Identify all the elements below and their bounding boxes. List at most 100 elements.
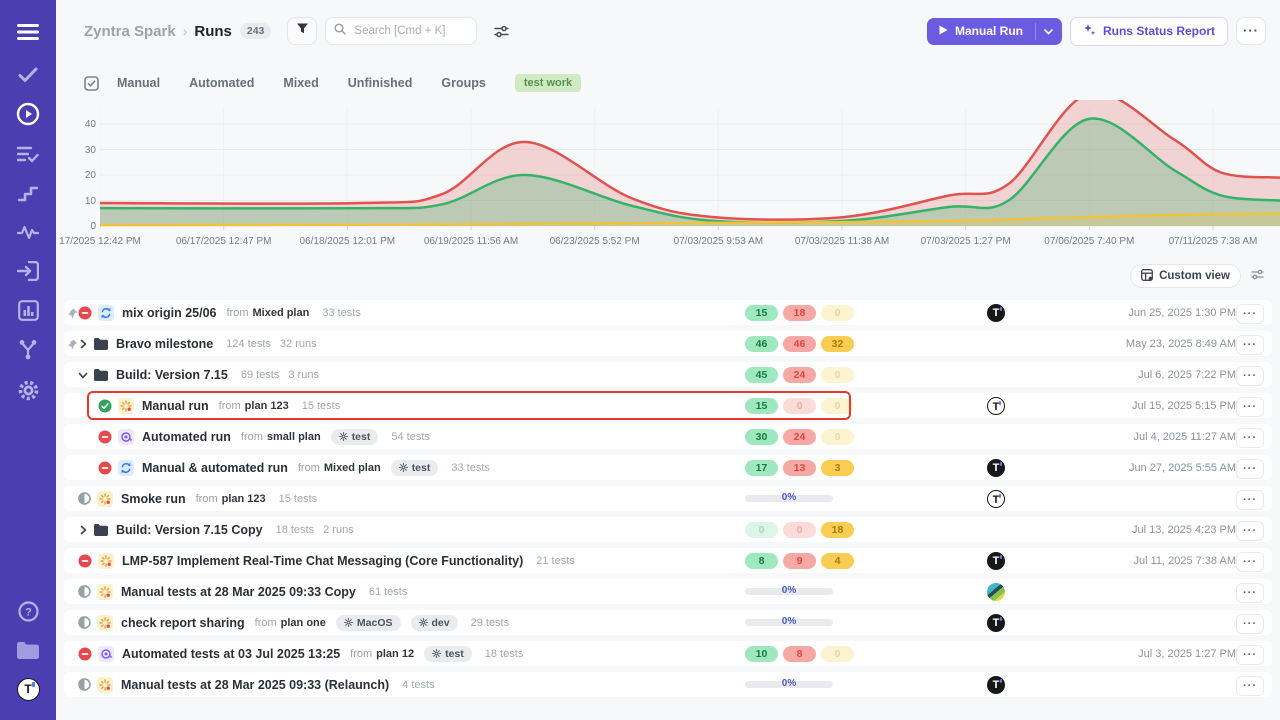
tag-test-work[interactable]: test work <box>514 74 582 92</box>
sidebar-item-reports-barchart-icon[interactable] <box>0 293 56 327</box>
status-progress-icon <box>78 492 91 505</box>
runs-board-icon[interactable] <box>84 75 99 91</box>
run-row-main: Manual tests at 28 Mar 2025 09:33 Copy 61… <box>64 579 407 604</box>
progress-bar: 0% <box>745 615 833 631</box>
run-row[interactable]: Manual tests at 28 Mar 2025 09:33 (Relau… <box>64 672 1272 697</box>
plan-name[interactable]: plan 123 <box>244 399 289 412</box>
row-more-button[interactable]: ··· <box>1236 303 1264 324</box>
sidebar-item-import-signin-icon[interactable] <box>0 254 56 288</box>
row-more-button[interactable]: ··· <box>1236 644 1264 665</box>
run-row[interactable]: Build: Version 7.15 69 tests 3 runs 45 24 0 Ju… <box>64 362 1272 387</box>
run-row[interactable]: check report sharing from plan one MacOS dev… <box>64 610 1272 635</box>
sidebar-item-test-plans-icon[interactable] <box>0 137 56 171</box>
row-more-button[interactable]: ··· <box>1236 520 1264 541</box>
sliders-icon[interactable] <box>489 19 513 43</box>
run-row-main: Build: Version 7.15 Copy 18 tests 2 runs <box>64 517 354 542</box>
row-more-button[interactable]: ··· <box>1236 551 1264 572</box>
row-more-button[interactable]: ··· <box>1236 365 1264 386</box>
tab-groups[interactable]: Groups <box>441 76 486 90</box>
run-name[interactable]: Automated tests at 03 Jul 2025 13:25 <box>122 646 341 661</box>
run-row[interactable]: LMP-587 Implement Real-Time Chat Messagi… <box>64 548 1272 573</box>
x-tick-label: 06/18/2025 12:01 PM <box>299 236 396 247</box>
row-more-button[interactable]: ··· <box>1236 489 1264 510</box>
plan-name[interactable]: Mixed plan <box>323 461 381 474</box>
search-input[interactable] <box>352 24 467 38</box>
plan-name[interactable]: small plan <box>266 430 321 443</box>
run-row[interactable]: Manual run from plan 123 15 tests 15 0 0 T Jul 1… <box>64 390 1272 420</box>
projects-folder-icon[interactable] <box>0 633 56 667</box>
row-more-button[interactable]: ··· <box>1236 458 1264 479</box>
run-type-mixed-icon <box>118 459 134 476</box>
sidebar-item-settings-gear-icon[interactable] <box>0 373 56 407</box>
run-row[interactable]: Manual tests at 28 Mar 2025 09:33 Copy 61… <box>64 579 1272 604</box>
run-stats: 46 46 32 <box>745 331 854 356</box>
run-row[interactable]: Automated run from small plan test 54 tests 3… <box>64 424 1272 449</box>
runs-status-report-button[interactable]: Runs Status Report <box>1069 16 1228 46</box>
environment-badge: test <box>330 428 379 445</box>
sidebar-item-branch-icon[interactable] <box>0 332 56 366</box>
run-row[interactable]: Build: Version 7.15 Copy 18 tests 2 runs 0 0… <box>64 517 1272 542</box>
help-icon[interactable]: ? <box>0 594 56 628</box>
runs-trend-chart <box>100 100 1280 230</box>
run-name[interactable]: Build: Version 7.15 <box>116 367 228 382</box>
manual-run-dropdown[interactable] <box>1036 18 1062 45</box>
tab-mixed[interactable]: Mixed <box>283 76 319 90</box>
run-name[interactable]: Manual & automated run <box>142 460 288 475</box>
row-more-button[interactable]: ··· <box>1236 334 1264 355</box>
run-row[interactable]: Bravo milestone 124 tests 32 runs 46 46 32 May… <box>64 331 1272 356</box>
run-name[interactable]: Automated run <box>142 429 231 444</box>
run-row[interactable]: mix origin 25/06 from Mixed plan 33 tests 15… <box>64 300 1272 325</box>
custom-view-button[interactable]: Custom view <box>1130 264 1241 288</box>
run-name[interactable]: mix origin 25/06 <box>122 305 217 320</box>
chevron-down-icon[interactable] <box>78 370 88 380</box>
run-stats: 30 24 0 <box>745 424 854 449</box>
run-row[interactable]: Manual & automated run from Mixed plan test… <box>64 455 1272 480</box>
row-more-button[interactable]: ··· <box>1236 613 1264 634</box>
assignee-avatar: T <box>987 458 1005 477</box>
sidebar-item-tests-check-icon[interactable] <box>0 58 56 92</box>
stat-badge-green: 15 <box>745 397 778 414</box>
row-more-button[interactable]: ··· <box>1236 427 1264 448</box>
run-row[interactable]: Smoke run from plan 123 15 tests 0% T ··· <box>64 486 1272 511</box>
manual-run-split-button[interactable]: Manual Run <box>926 17 1062 45</box>
row-more-button[interactable]: ··· <box>1236 675 1264 696</box>
run-name[interactable]: check report sharing <box>121 615 245 630</box>
run-name[interactable]: Manual tests at 28 Mar 2025 09:33 (Relau… <box>121 677 390 692</box>
tab-automated[interactable]: Automated <box>189 76 255 90</box>
run-row-main: check report sharing from plan one MacOS dev… <box>64 610 509 635</box>
manual-run-button[interactable]: Manual Run <box>927 18 1035 45</box>
breadcrumb-project[interactable]: Zyntra Spark <box>84 22 176 40</box>
x-tick-label: 06/23/2025 5:52 PM <box>549 236 640 247</box>
sidebar-item-runs-play-icon[interactable] <box>0 97 56 131</box>
chevron-right-icon[interactable] <box>78 339 88 349</box>
run-name[interactable]: Build: Version 7.15 Copy <box>116 522 263 537</box>
plan-name[interactable]: Mixed plan <box>252 306 310 319</box>
sidebar: ? T <box>0 0 56 720</box>
list-sliders-icon[interactable] <box>1251 267 1264 285</box>
environment-badge: MacOS <box>335 614 401 631</box>
plan-name[interactable]: plan one <box>280 616 326 629</box>
run-name[interactable]: Smoke run <box>121 491 186 506</box>
run-row[interactable]: Automated tests at 03 Jul 2025 13:25 from… <box>64 641 1272 666</box>
tab-unfinished[interactable]: Unfinished <box>347 76 413 90</box>
user-avatar[interactable]: T <box>0 672 56 706</box>
row-more-button[interactable]: ··· <box>1236 396 1264 417</box>
chevron-right-icon[interactable] <box>78 525 88 535</box>
run-row-main: Build: Version 7.15 69 tests 3 runs <box>64 362 319 387</box>
run-name[interactable]: Manual tests at 28 Mar 2025 09:33 Copy <box>121 584 356 599</box>
y-tick-label: 10 <box>84 195 96 207</box>
search-box[interactable] <box>325 17 478 45</box>
tab-manual[interactable]: Manual <box>117 76 161 90</box>
plan-name[interactable]: plan 123 <box>221 492 266 505</box>
run-name[interactable]: LMP-587 Implement Real-Time Chat Messagi… <box>122 553 524 568</box>
row-more-button[interactable]: ··· <box>1236 582 1264 603</box>
run-name[interactable]: Bravo milestone <box>116 336 214 351</box>
x-tick-label: 07/03/2025 1:27 PM <box>920 236 1011 247</box>
filter-button[interactable] <box>287 17 318 45</box>
run-name[interactable]: Manual run <box>142 398 209 413</box>
hamburger-menu-icon[interactable] <box>0 15 56 49</box>
sidebar-item-activity-pulse-icon[interactable] <box>0 215 56 249</box>
plan-name[interactable]: plan 12 <box>376 647 415 660</box>
sidebar-item-milestones-steps-icon[interactable] <box>0 176 56 210</box>
header-more-button[interactable]: ··· <box>1236 17 1266 45</box>
